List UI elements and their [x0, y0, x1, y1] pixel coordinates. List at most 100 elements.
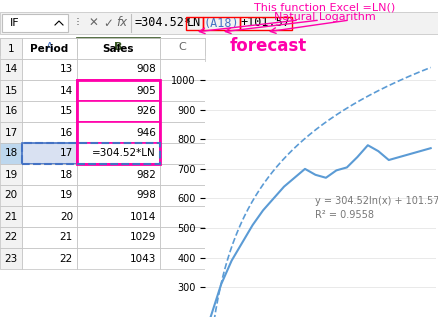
Text: 15: 15: [60, 107, 73, 116]
Bar: [22, 143, 77, 164]
Text: 14: 14: [60, 85, 73, 95]
Bar: [202, 17, 240, 30]
Bar: [186, 17, 202, 30]
Bar: [0, 101, 22, 122]
Text: 21: 21: [60, 233, 73, 243]
Text: =304.52*: =304.52*: [135, 17, 191, 29]
Bar: [0, 143, 22, 164]
Bar: [22, 80, 77, 101]
Text: 1043: 1043: [129, 253, 155, 263]
Text: 20: 20: [60, 212, 73, 221]
Bar: [77, 38, 159, 59]
Text: Natural Logarithm: Natural Logarithm: [273, 12, 375, 22]
Text: Period: Period: [30, 44, 68, 53]
Text: 905: 905: [136, 85, 155, 95]
Bar: [77, 164, 159, 185]
Bar: [159, 206, 205, 227]
Bar: [77, 185, 159, 206]
Text: 22: 22: [4, 233, 18, 243]
Text: IF: IF: [10, 18, 20, 28]
Bar: [0, 12, 438, 34]
Bar: [159, 80, 205, 101]
Bar: [77, 122, 159, 143]
Bar: [22, 38, 77, 59]
Text: +101.57: +101.57: [240, 17, 290, 29]
Text: 23: 23: [4, 253, 18, 263]
Text: forecast: forecast: [229, 37, 306, 55]
Bar: [22, 185, 77, 206]
Bar: [22, 143, 159, 164]
Bar: [159, 185, 205, 206]
Text: 1014: 1014: [129, 212, 155, 221]
Text: y = 304.52ln(x) + 101.57: y = 304.52ln(x) + 101.57: [315, 196, 438, 206]
Text: 1: 1: [8, 44, 14, 53]
Text: LN: LN: [187, 17, 201, 29]
Bar: [22, 101, 77, 122]
Bar: [77, 206, 159, 227]
Text: This function Excel =LN(): This function Excel =LN(): [254, 2, 395, 12]
Bar: [159, 227, 205, 248]
Bar: [159, 59, 205, 80]
Bar: [159, 38, 205, 55]
Bar: [0, 164, 22, 185]
Text: 22: 22: [60, 253, 73, 263]
Bar: [77, 80, 159, 164]
Text: 1029: 1029: [129, 233, 155, 243]
Bar: [22, 164, 77, 185]
Bar: [77, 101, 159, 122]
Bar: [0, 248, 22, 269]
Text: 19: 19: [4, 170, 18, 180]
Bar: [22, 206, 77, 227]
Bar: [0, 206, 22, 227]
Text: 908: 908: [136, 65, 155, 75]
Text: A: A: [46, 42, 53, 52]
Text: 15: 15: [4, 85, 18, 95]
Bar: [77, 143, 159, 164]
Bar: [0, 122, 22, 143]
Text: fx: fx: [116, 17, 127, 29]
Text: 14: 14: [4, 65, 18, 75]
Text: 20: 20: [4, 190, 18, 201]
Bar: [0, 38, 22, 55]
Bar: [77, 80, 159, 101]
Text: 16: 16: [4, 107, 18, 116]
Bar: [159, 101, 205, 122]
Bar: [77, 248, 159, 269]
Bar: [22, 248, 77, 269]
Bar: [159, 122, 205, 143]
Text: 926: 926: [136, 107, 155, 116]
Bar: [77, 59, 159, 80]
Text: R² = 0.9558: R² = 0.9558: [315, 210, 374, 220]
Text: 18: 18: [60, 170, 73, 180]
Text: 19: 19: [60, 190, 73, 201]
Text: 998: 998: [136, 190, 155, 201]
Bar: [0, 227, 22, 248]
Bar: [0, 80, 22, 101]
Text: 946: 946: [136, 127, 155, 138]
Bar: [0, 185, 22, 206]
Text: =304.52*LN: =304.52*LN: [92, 148, 155, 158]
Bar: [2, 14, 68, 32]
Text: ⁝: ⁝: [76, 17, 80, 29]
Bar: [240, 17, 291, 30]
Bar: [22, 227, 77, 248]
Text: C: C: [178, 42, 186, 52]
Bar: [22, 122, 77, 143]
Text: 21: 21: [4, 212, 18, 221]
Text: B: B: [114, 42, 122, 52]
Text: ✕: ✕: [88, 17, 98, 29]
Bar: [159, 164, 205, 185]
Text: ✓: ✓: [103, 17, 113, 29]
Text: 16: 16: [60, 127, 73, 138]
Text: 982: 982: [136, 170, 155, 180]
Text: 17: 17: [60, 148, 73, 158]
Bar: [77, 227, 159, 248]
Text: Sales: Sales: [102, 44, 134, 53]
Text: 17: 17: [4, 127, 18, 138]
Text: (A18): (A18): [204, 17, 239, 29]
Bar: [0, 0, 209, 320]
Text: 18: 18: [4, 148, 18, 158]
Bar: [0, 59, 22, 80]
Bar: [22, 59, 77, 80]
Bar: [159, 38, 205, 59]
